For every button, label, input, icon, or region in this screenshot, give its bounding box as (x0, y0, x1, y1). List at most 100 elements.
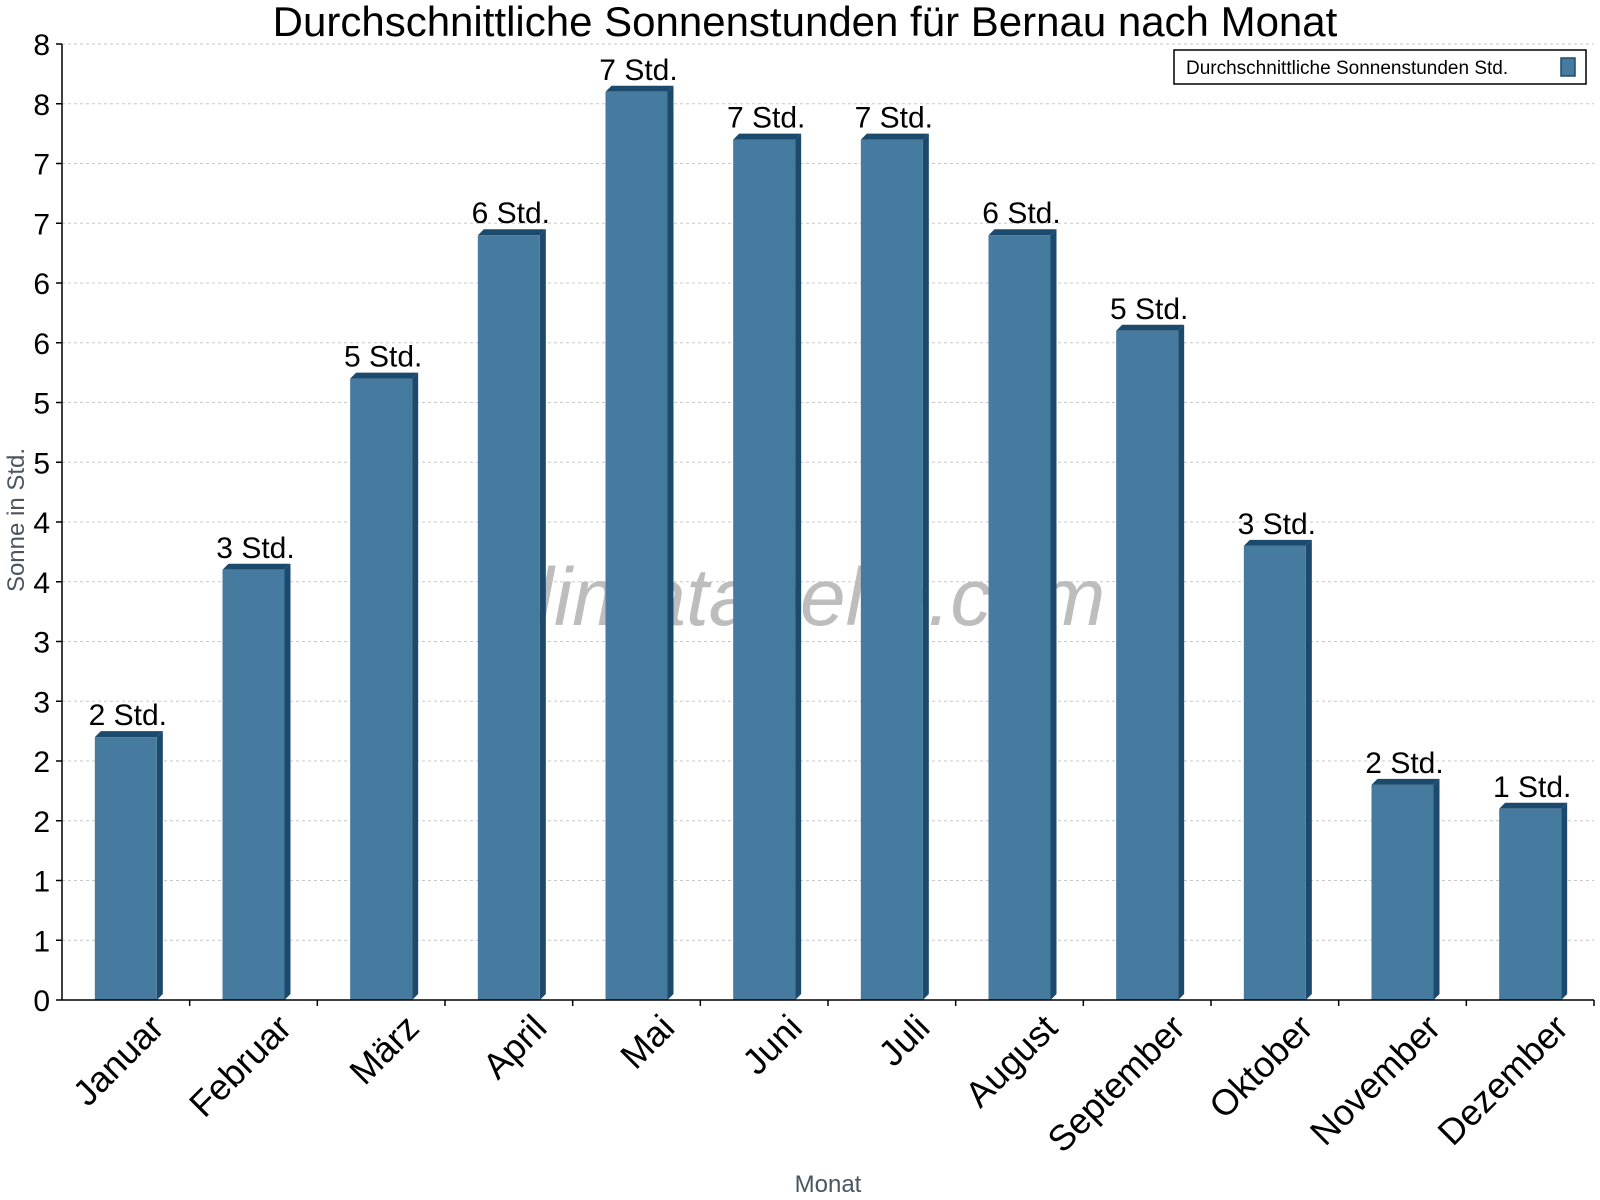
x-tick-label: Juni (734, 1007, 810, 1083)
data-label: 5 Std. (1110, 293, 1188, 326)
x-tick-label: November (1302, 1007, 1448, 1153)
x-tick-labels: Januar Februar März April Mai Juni Juli AugustS… (65, 1007, 1576, 1161)
data-labels: 2 Std. 3 Std. 5 Std. 6 Std. 7 Std. 7 Std. 7 St… (89, 54, 1572, 804)
y-tick-label: 4 (33, 567, 50, 600)
bar-side (156, 731, 163, 1000)
y-tick-label: 2 (33, 806, 50, 839)
bar (1371, 784, 1434, 1000)
y-tick-label: 0 (33, 985, 50, 1018)
x-tick-label: August (957, 1007, 1065, 1115)
data-label: 5 Std. (344, 341, 422, 374)
y-tick-label: 2 (33, 746, 50, 779)
bar-side (539, 229, 546, 1000)
bar-side (667, 85, 674, 1001)
bar (860, 139, 923, 1001)
data-label: 7 Std. (855, 102, 933, 135)
y-tick-label: 4 (33, 507, 50, 540)
bar (1116, 330, 1179, 1000)
y-tick-label: 8 (33, 29, 50, 62)
bar-top (988, 229, 1057, 236)
bar-side (922, 133, 929, 1001)
y-tick-label: 8 (33, 89, 50, 122)
data-label: 2 Std. (89, 699, 167, 732)
gridlines (62, 43, 1594, 941)
legend-label: Durchschnittliche Sonnenstunden Std. (1186, 58, 1508, 79)
y-tick-label: 1 (33, 925, 50, 958)
bar (350, 378, 413, 1001)
y-tick-label: 6 (33, 268, 50, 301)
x-tick-label: Februar (181, 1007, 299, 1125)
data-label: 3 Std. (1238, 508, 1316, 541)
bar-side (284, 563, 291, 1000)
bar-side (1561, 802, 1568, 1000)
bar-mai (605, 85, 674, 1001)
bar (1499, 808, 1562, 1000)
data-label: 7 Std. (599, 54, 677, 87)
bar-top (860, 133, 929, 140)
bar (222, 569, 285, 1000)
bar-side (1178, 324, 1185, 1000)
bar (1243, 545, 1306, 1000)
data-label: 1 Std. (1493, 771, 1571, 804)
x-tick-label: Juli (870, 1007, 937, 1074)
data-label: 7 Std. (727, 102, 805, 135)
bar-januar (94, 731, 163, 1000)
bar-top (1371, 778, 1440, 785)
bar-top (1116, 324, 1185, 331)
legend: Durchschnittliche Sonnenstunden Std. (1173, 49, 1587, 85)
x-tick-label: September (1039, 1007, 1193, 1161)
data-label: 6 Std. (982, 197, 1060, 230)
legend-swatch (1560, 57, 1576, 77)
y-tick-label: 6 (33, 328, 50, 361)
bar (94, 737, 157, 1000)
bars (94, 85, 1568, 1001)
y-axis-label: Sonne in Std. (3, 448, 30, 592)
data-label: 2 Std. (1365, 747, 1443, 780)
bar-side (795, 133, 802, 1001)
bar (605, 91, 668, 1001)
chart-title: Durchschnittliche Sonnenstunden für Bern… (273, 0, 1338, 45)
x-tick-label: Dezember (1429, 1007, 1575, 1153)
legend-box (1173, 49, 1587, 85)
data-label: 6 Std. (472, 197, 550, 230)
axes (56, 43, 1595, 1006)
bar-top (350, 372, 419, 379)
bar-april (477, 229, 546, 1000)
bar-side (1433, 778, 1440, 1000)
y-tick-label: 1 (33, 866, 50, 899)
bar-februar (222, 563, 291, 1000)
x-tick-label: Oktober (1201, 1007, 1321, 1127)
bar-side (1305, 539, 1312, 1000)
bar-top (733, 133, 802, 140)
bar (733, 139, 796, 1001)
bar-top (605, 85, 674, 92)
y-tick-labels: 0 1 1 2 2 3 3 4 4 5 5 6 6 7 7 8 8 (33, 29, 50, 1018)
x-axis-label: Monat (795, 1171, 862, 1198)
y-tick-label: 7 (33, 208, 50, 241)
y-tick-label: 5 (33, 388, 50, 421)
y-tick-label: 3 (33, 686, 50, 719)
bar-top (1499, 802, 1568, 809)
x-tick-label: März (341, 1007, 427, 1093)
bar-top (222, 563, 291, 570)
bar-oktober (1243, 539, 1312, 1000)
bar-september (1116, 324, 1185, 1000)
bar-side (1050, 229, 1057, 1000)
bar-juni (733, 133, 802, 1001)
bar-august (988, 229, 1057, 1000)
bar-top (477, 229, 546, 236)
bar-top (1243, 539, 1312, 546)
bar-juli (860, 133, 929, 1001)
y-tick-label: 3 (33, 627, 50, 660)
x-tick-label: Mai (612, 1007, 682, 1077)
bar-top (94, 731, 163, 738)
y-tick-label: 7 (33, 149, 50, 182)
bar (477, 235, 540, 1000)
bar (988, 235, 1051, 1000)
bar-side (412, 372, 419, 1001)
x-tick-label: April (475, 1007, 555, 1087)
y-tick-label: 5 (33, 447, 50, 480)
bar-märz (350, 372, 419, 1001)
x-tick-label: Januar (65, 1007, 172, 1114)
